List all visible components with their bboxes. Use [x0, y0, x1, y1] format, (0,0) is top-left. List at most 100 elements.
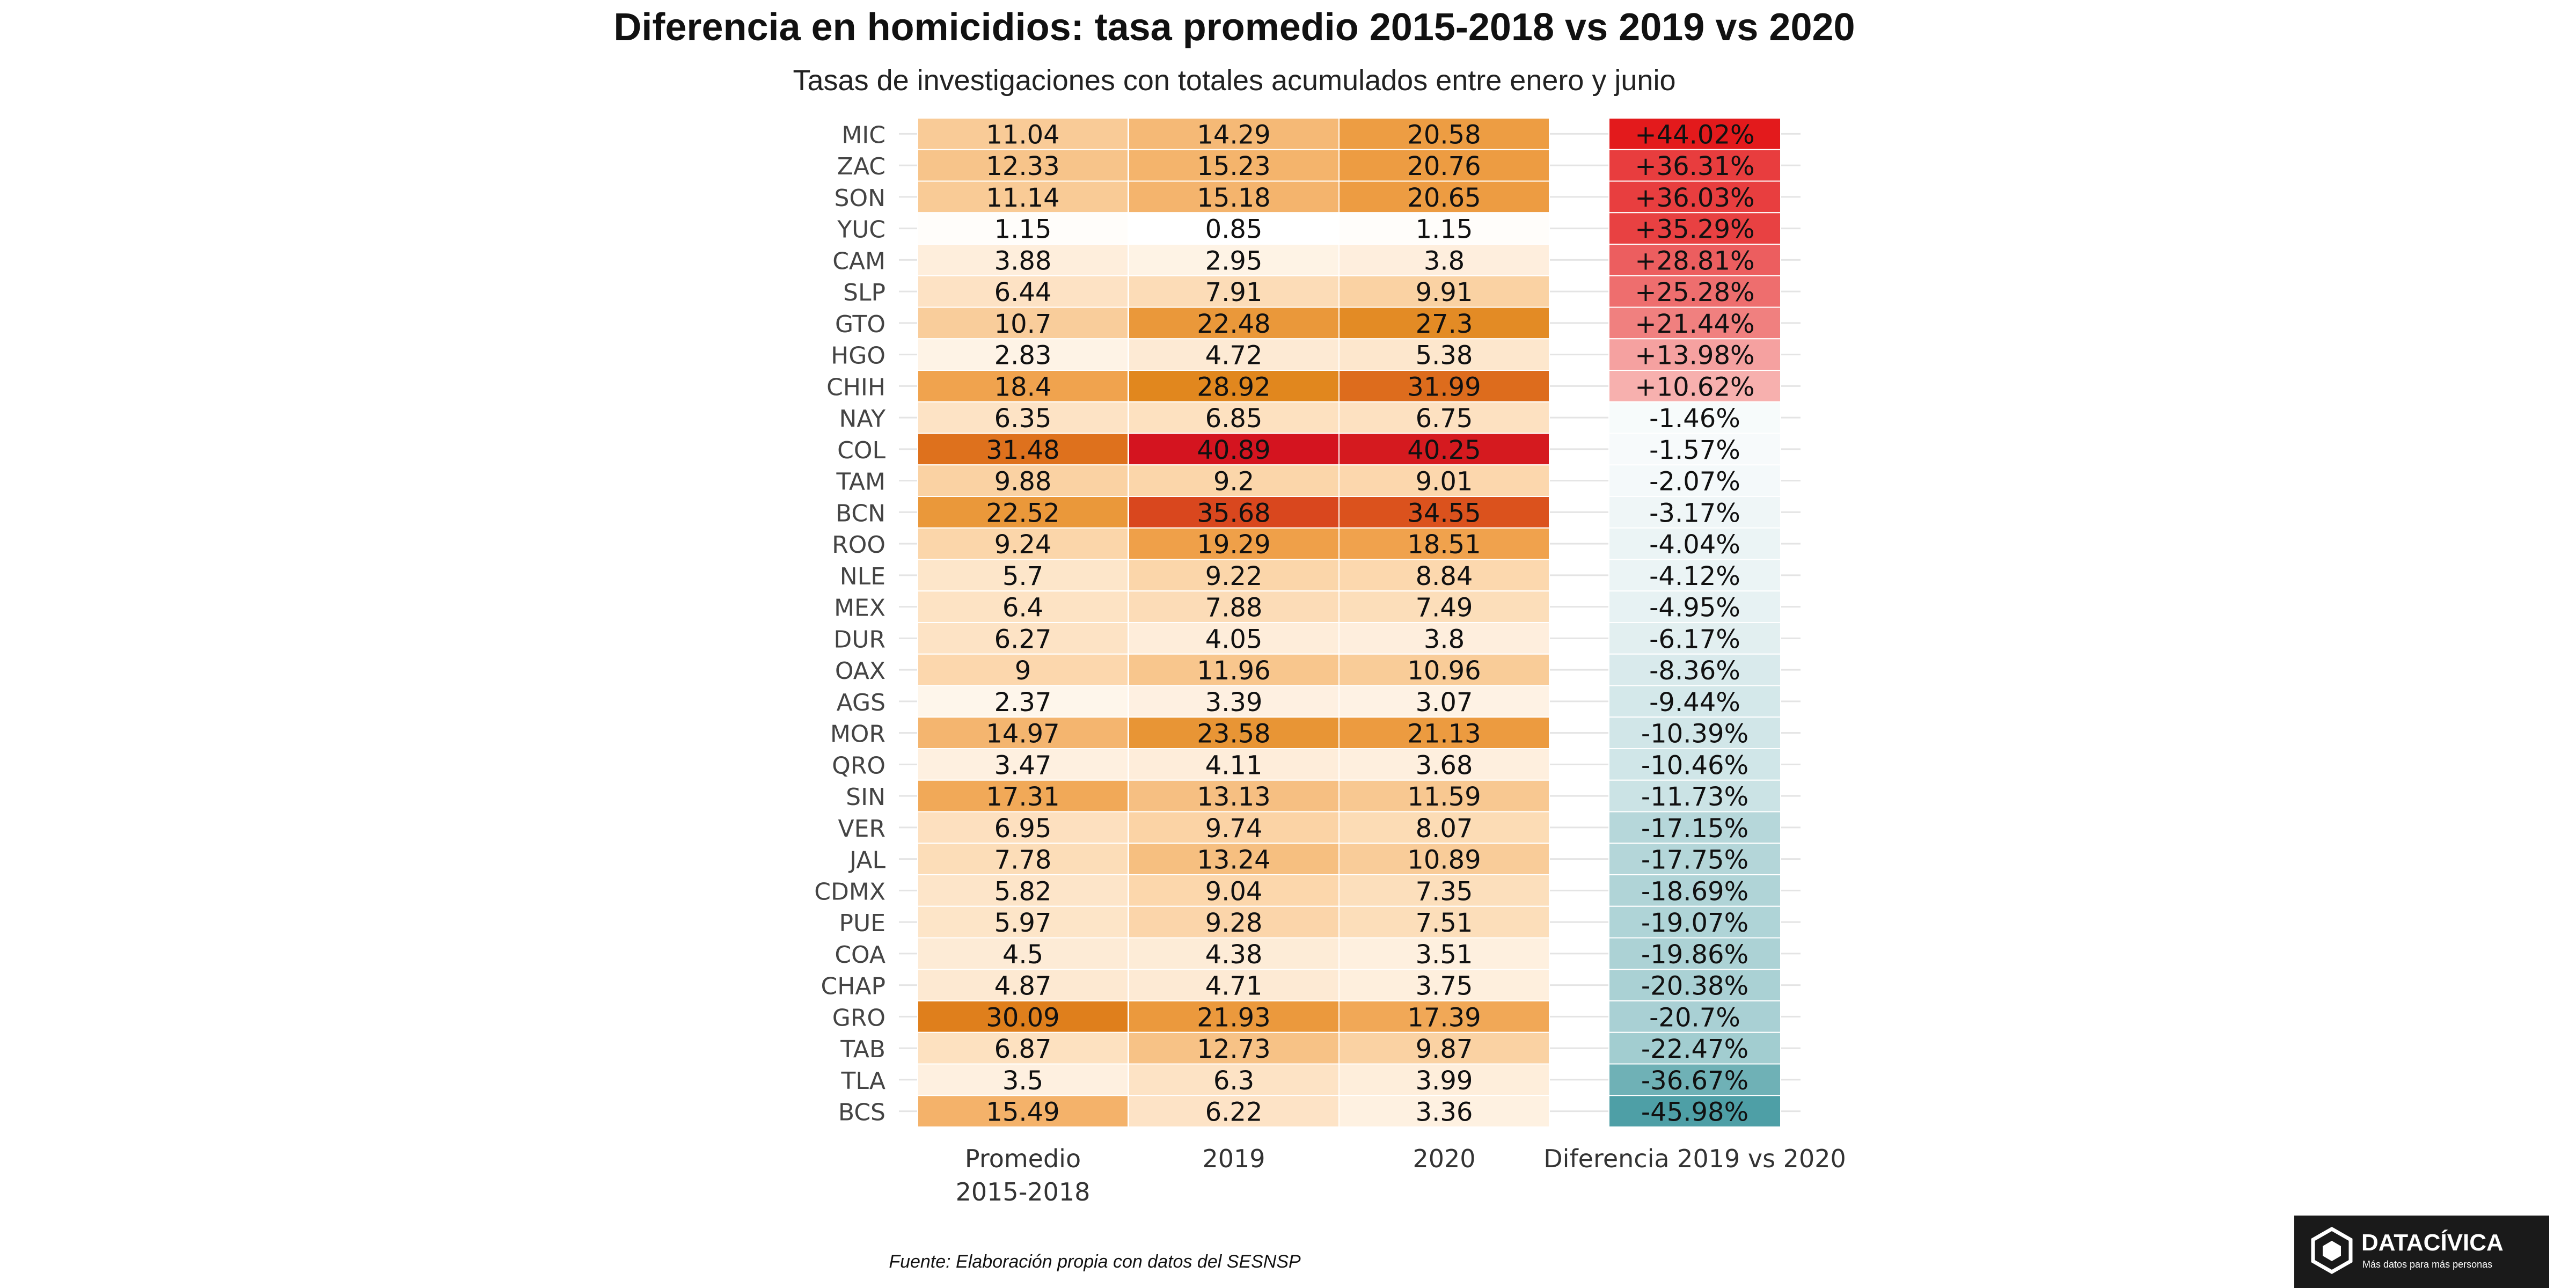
cell-value-label: 6.85 — [1205, 404, 1263, 434]
cell-value-label: 3.8 — [1424, 246, 1465, 276]
cell-value-label: 5.97 — [994, 908, 1052, 938]
cell-value-label: 21.93 — [1197, 1002, 1270, 1033]
row-label-coa: COA — [835, 941, 885, 969]
row-label-qro: QRO — [832, 752, 885, 779]
heatmap-cell — [917, 590, 1129, 623]
cell-value-label: 4.71 — [1205, 971, 1263, 1001]
row-label-ver: VER — [838, 815, 885, 843]
diff-cell — [1608, 1063, 1781, 1096]
chart-subtitle: Tasas de investigaciones con totales acu… — [793, 64, 1676, 97]
cell-value-label: 15.23 — [1197, 151, 1270, 181]
heatmap-cell — [1128, 370, 1340, 402]
diff-value-label: +25.28% — [1635, 277, 1754, 308]
cell-value-label: 2.83 — [994, 341, 1052, 371]
heatmap-cell — [917, 969, 1129, 1001]
heatmap-cell — [1338, 212, 1550, 245]
logo-hex-icon — [2311, 1226, 2353, 1275]
row-label-roo: ROO — [832, 531, 885, 559]
diff-value-label: -20.7% — [1649, 1002, 1740, 1033]
cell-value-label: 19.29 — [1197, 530, 1270, 560]
diff-value-label: -1.57% — [1649, 435, 1740, 465]
diff-cell — [1608, 306, 1781, 340]
heatmap-cell — [1128, 118, 1340, 150]
row-label-pue: PUE — [839, 910, 885, 937]
cell-value-label: 17.31 — [986, 782, 1059, 812]
heatmap-cell — [1128, 275, 1340, 308]
cell-value-label: 3.07 — [1416, 687, 1473, 718]
diff-cell — [1608, 433, 1781, 466]
cell-value-label: 6.4 — [1002, 593, 1043, 623]
row-label-zac: ZAC — [837, 153, 885, 180]
diff-cell — [1608, 338, 1781, 371]
diff-cell — [1608, 748, 1781, 781]
diff-value-label: +35.29% — [1635, 215, 1754, 245]
heatmap-cell — [917, 1095, 1129, 1128]
diff-value-label: +44.02% — [1635, 120, 1754, 150]
cell-value-label: 0.85 — [1205, 215, 1263, 245]
cell-value-label: 15.18 — [1197, 183, 1270, 213]
cell-value-label: 8.07 — [1416, 814, 1473, 844]
cell-value-label: 6.3 — [1213, 1066, 1254, 1096]
cell-value-label: 3.68 — [1416, 750, 1473, 780]
heatmap-cell — [1338, 1063, 1550, 1096]
cell-value-label: 2.37 — [994, 687, 1052, 718]
diff-cell — [1608, 622, 1781, 655]
diff-cell — [1608, 496, 1781, 529]
cell-value-label: 20.76 — [1407, 151, 1481, 181]
row-label-sin: SIN — [846, 784, 885, 811]
diff-cell — [1608, 527, 1781, 560]
cell-value-label: 18.4 — [994, 372, 1052, 402]
cell-value-label: 5.82 — [994, 876, 1052, 906]
cell-value-label: 2.95 — [1205, 246, 1263, 276]
row-label-gto: GTO — [835, 311, 885, 338]
diff-value-label: -20.38% — [1641, 971, 1748, 1001]
diff-value-label: -6.17% — [1649, 624, 1740, 654]
diff-column-label: Diferencia 2019 vs 2020 — [1543, 1144, 1846, 1173]
heatmap-cell — [917, 843, 1129, 875]
diff-value-label: -36.67% — [1641, 1066, 1748, 1096]
cell-value-label: 20.65 — [1407, 183, 1481, 213]
heatmap-cell — [917, 622, 1129, 655]
cell-value-label: 4.05 — [1205, 624, 1263, 654]
cell-value-label: 3.39 — [1205, 687, 1263, 718]
heatmap-cell — [1338, 180, 1550, 214]
logo-name: DATACÍVICA — [2361, 1229, 2504, 1256]
heatmap-cell — [1338, 1031, 1550, 1065]
cell-value-label: 18.51 — [1407, 530, 1481, 560]
cell-value-label: 22.48 — [1197, 309, 1270, 339]
cell-value-label: 15.49 — [986, 1097, 1059, 1128]
heatmap-cell — [917, 653, 1129, 686]
row-label-hgo: HGO — [831, 342, 885, 370]
row-label-chap: CHAP — [821, 973, 885, 1000]
heatmap-cell — [1338, 843, 1550, 875]
cell-value-label: 9 — [1015, 656, 1031, 686]
heatmap-cell — [1128, 149, 1340, 182]
heatmap-cell — [1338, 653, 1550, 686]
row-label-nay: NAY — [839, 405, 886, 433]
cell-value-label: 14.29 — [1197, 120, 1270, 150]
cell-value-label: 7.88 — [1205, 593, 1263, 623]
row-label-cam: CAM — [832, 247, 885, 275]
diff-cell — [1608, 969, 1781, 1001]
row-label-yuc: YUC — [837, 216, 885, 244]
cell-value-label: 22.52 — [986, 498, 1059, 528]
cell-value-label: 4.11 — [1205, 750, 1263, 780]
diff-value-label: -17.15% — [1641, 814, 1748, 844]
heatmap-cell — [1338, 1095, 1550, 1128]
heatmap-cell — [1128, 559, 1340, 592]
diff-value-label: -17.75% — [1641, 845, 1748, 875]
heatmap-cell — [917, 1063, 1129, 1096]
diff-cell — [1608, 401, 1781, 434]
diff-cell — [1608, 559, 1781, 592]
diff-value-label: -1.46% — [1649, 404, 1740, 434]
diff-cell — [1608, 149, 1781, 182]
column-label: Promedio 2015-2018 — [956, 1144, 1091, 1206]
cell-value-label: 9.22 — [1205, 561, 1263, 591]
heatmap-cell — [1338, 527, 1550, 560]
diff-cell — [1608, 685, 1781, 718]
cell-value-label: 6.87 — [994, 1034, 1052, 1064]
diff-value-label: -10.39% — [1641, 719, 1748, 749]
row-label-cdmx: CDMX — [814, 878, 885, 905]
heatmap-cell — [1338, 496, 1550, 529]
